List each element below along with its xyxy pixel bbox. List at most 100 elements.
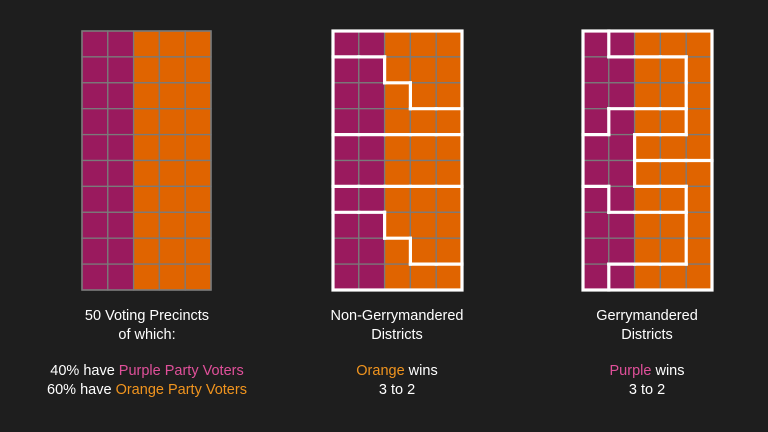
orange-precinct-cell — [158, 211, 186, 239]
purple-precinct-cell — [608, 237, 636, 265]
orange-precinct-cell — [659, 237, 687, 265]
purple-precinct-cell — [582, 30, 610, 58]
orange-precinct-cell — [383, 211, 412, 239]
orange-precinct-cell — [383, 30, 412, 58]
purple-precinct-cell — [332, 185, 360, 213]
orange-precinct-cell — [132, 185, 161, 213]
orange-precinct-cell — [659, 133, 687, 162]
winner-label: Orange — [356, 363, 405, 379]
orange-precinct-cell — [158, 30, 186, 58]
orange-precinct-cell — [184, 82, 212, 110]
orange-precinct-cell — [409, 30, 437, 58]
purple-precinct-cell — [608, 30, 636, 58]
purple-precinct-cell — [582, 263, 610, 291]
caption-subtitle: Districts — [621, 327, 673, 343]
purple-precinct-cell — [107, 56, 135, 84]
orange-precinct-cell — [685, 185, 713, 213]
orange-precinct-cell — [435, 185, 463, 213]
purple-precinct-cell — [582, 82, 610, 110]
purple-precinct-cell — [582, 185, 610, 213]
orange-precinct-cell — [409, 185, 437, 213]
orange-precinct-cell — [633, 185, 662, 213]
orange-precinct-cell — [158, 108, 186, 136]
orange-precinct-cell — [435, 56, 463, 84]
orange-precinct-cell — [633, 159, 662, 188]
orange-precinct-cell — [184, 211, 212, 239]
purple-precinct-cell — [81, 108, 109, 136]
orange-precinct-cell — [409, 108, 437, 136]
orange-precinct-cell — [132, 263, 161, 291]
purple-precinct-cell — [608, 263, 636, 291]
orange-precinct-cell — [158, 133, 186, 162]
orange-precinct-cell — [184, 237, 212, 265]
purple-precinct-cell — [358, 211, 386, 239]
orange-precinct-cell — [383, 133, 412, 162]
result-line: Purple wins — [609, 363, 685, 379]
orange-precinct-cell — [184, 133, 212, 162]
orange-precinct-cell — [685, 159, 713, 188]
caption-subtitle: of which: — [118, 327, 176, 343]
orange-precinct-cell — [409, 133, 437, 162]
gerrymandered-caption: Gerrymandered Districts Purple wins 3 to… — [517, 307, 768, 400]
grid-outline — [81, 30, 212, 291]
purple-precinct-cell — [332, 82, 360, 110]
purple-share-stat: 40% have Purple Party Voters — [50, 363, 244, 379]
precincts-caption: 50 Voting Precincts of which: 40% have P… — [17, 307, 277, 400]
non-gerrymandered-caption: Non-Gerrymandered Districts Orange wins … — [267, 307, 527, 400]
purple-precinct-cell — [107, 108, 135, 136]
orange-precinct-cell — [633, 133, 662, 162]
orange-party-label: Orange Party Voters — [115, 382, 247, 398]
purple-precinct-cell — [332, 30, 360, 58]
gerrymandered-district-grid — [581, 29, 714, 292]
orange-precinct-cell — [659, 108, 687, 136]
winner-label: Purple — [609, 363, 652, 379]
orange-precinct-cell — [435, 108, 463, 136]
orange-precinct-cell — [132, 56, 161, 84]
orange-precinct-cell — [158, 237, 186, 265]
purple-precinct-cell — [608, 159, 636, 188]
purple-precinct-cell — [358, 56, 386, 84]
purple-precinct-cell — [107, 159, 135, 188]
orange-precinct-cell — [435, 263, 463, 291]
orange-precinct-cell — [383, 108, 412, 136]
orange-precinct-cell — [184, 30, 212, 58]
orange-precinct-cell — [409, 159, 437, 188]
orange-precinct-cell — [435, 82, 463, 110]
orange-precinct-cell — [659, 56, 687, 84]
purple-precinct-cell — [332, 211, 360, 239]
orange-precinct-cell — [685, 82, 713, 110]
orange-precinct-cell — [633, 30, 662, 58]
caption-title: Non-Gerrymandered — [330, 308, 464, 324]
purple-precinct-cell — [358, 263, 386, 291]
purple-precinct-cell — [358, 237, 386, 265]
orange-precinct-cell — [659, 159, 687, 188]
orange-precinct-cell — [409, 237, 437, 265]
orange-precinct-cell — [184, 56, 212, 84]
orange-precinct-cell — [633, 237, 662, 265]
precinct-grid — [81, 30, 212, 291]
orange-precinct-cell — [184, 108, 212, 136]
orange-precinct-cell — [633, 108, 662, 136]
orange-precinct-cell — [659, 211, 687, 239]
orange-share-stat: 60% have Orange Party Voters — [47, 382, 247, 398]
purple-precinct-cell — [332, 133, 360, 162]
purple-precinct-cell — [608, 108, 636, 136]
orange-precinct-cell — [685, 30, 713, 58]
orange-precinct-cell — [659, 263, 687, 291]
purple-precinct-cell — [608, 82, 636, 110]
purple-precinct-cell — [358, 30, 386, 58]
orange-precinct-cell — [685, 133, 713, 162]
orange-precinct-cell — [659, 82, 687, 110]
purple-precinct-cell — [81, 185, 109, 213]
caption-title: Gerrymandered — [596, 308, 698, 324]
orange-precinct-cell — [409, 56, 437, 84]
purple-precinct-cell — [81, 237, 109, 265]
district-outer-border — [581, 29, 714, 292]
orange-precinct-cell — [685, 56, 713, 84]
score: 3 to 2 — [378, 382, 416, 398]
purple-precinct-cell — [107, 30, 135, 58]
orange-precinct-cell — [435, 237, 463, 265]
purple-precinct-cell — [358, 82, 386, 110]
purple-precinct-cell — [107, 211, 135, 239]
